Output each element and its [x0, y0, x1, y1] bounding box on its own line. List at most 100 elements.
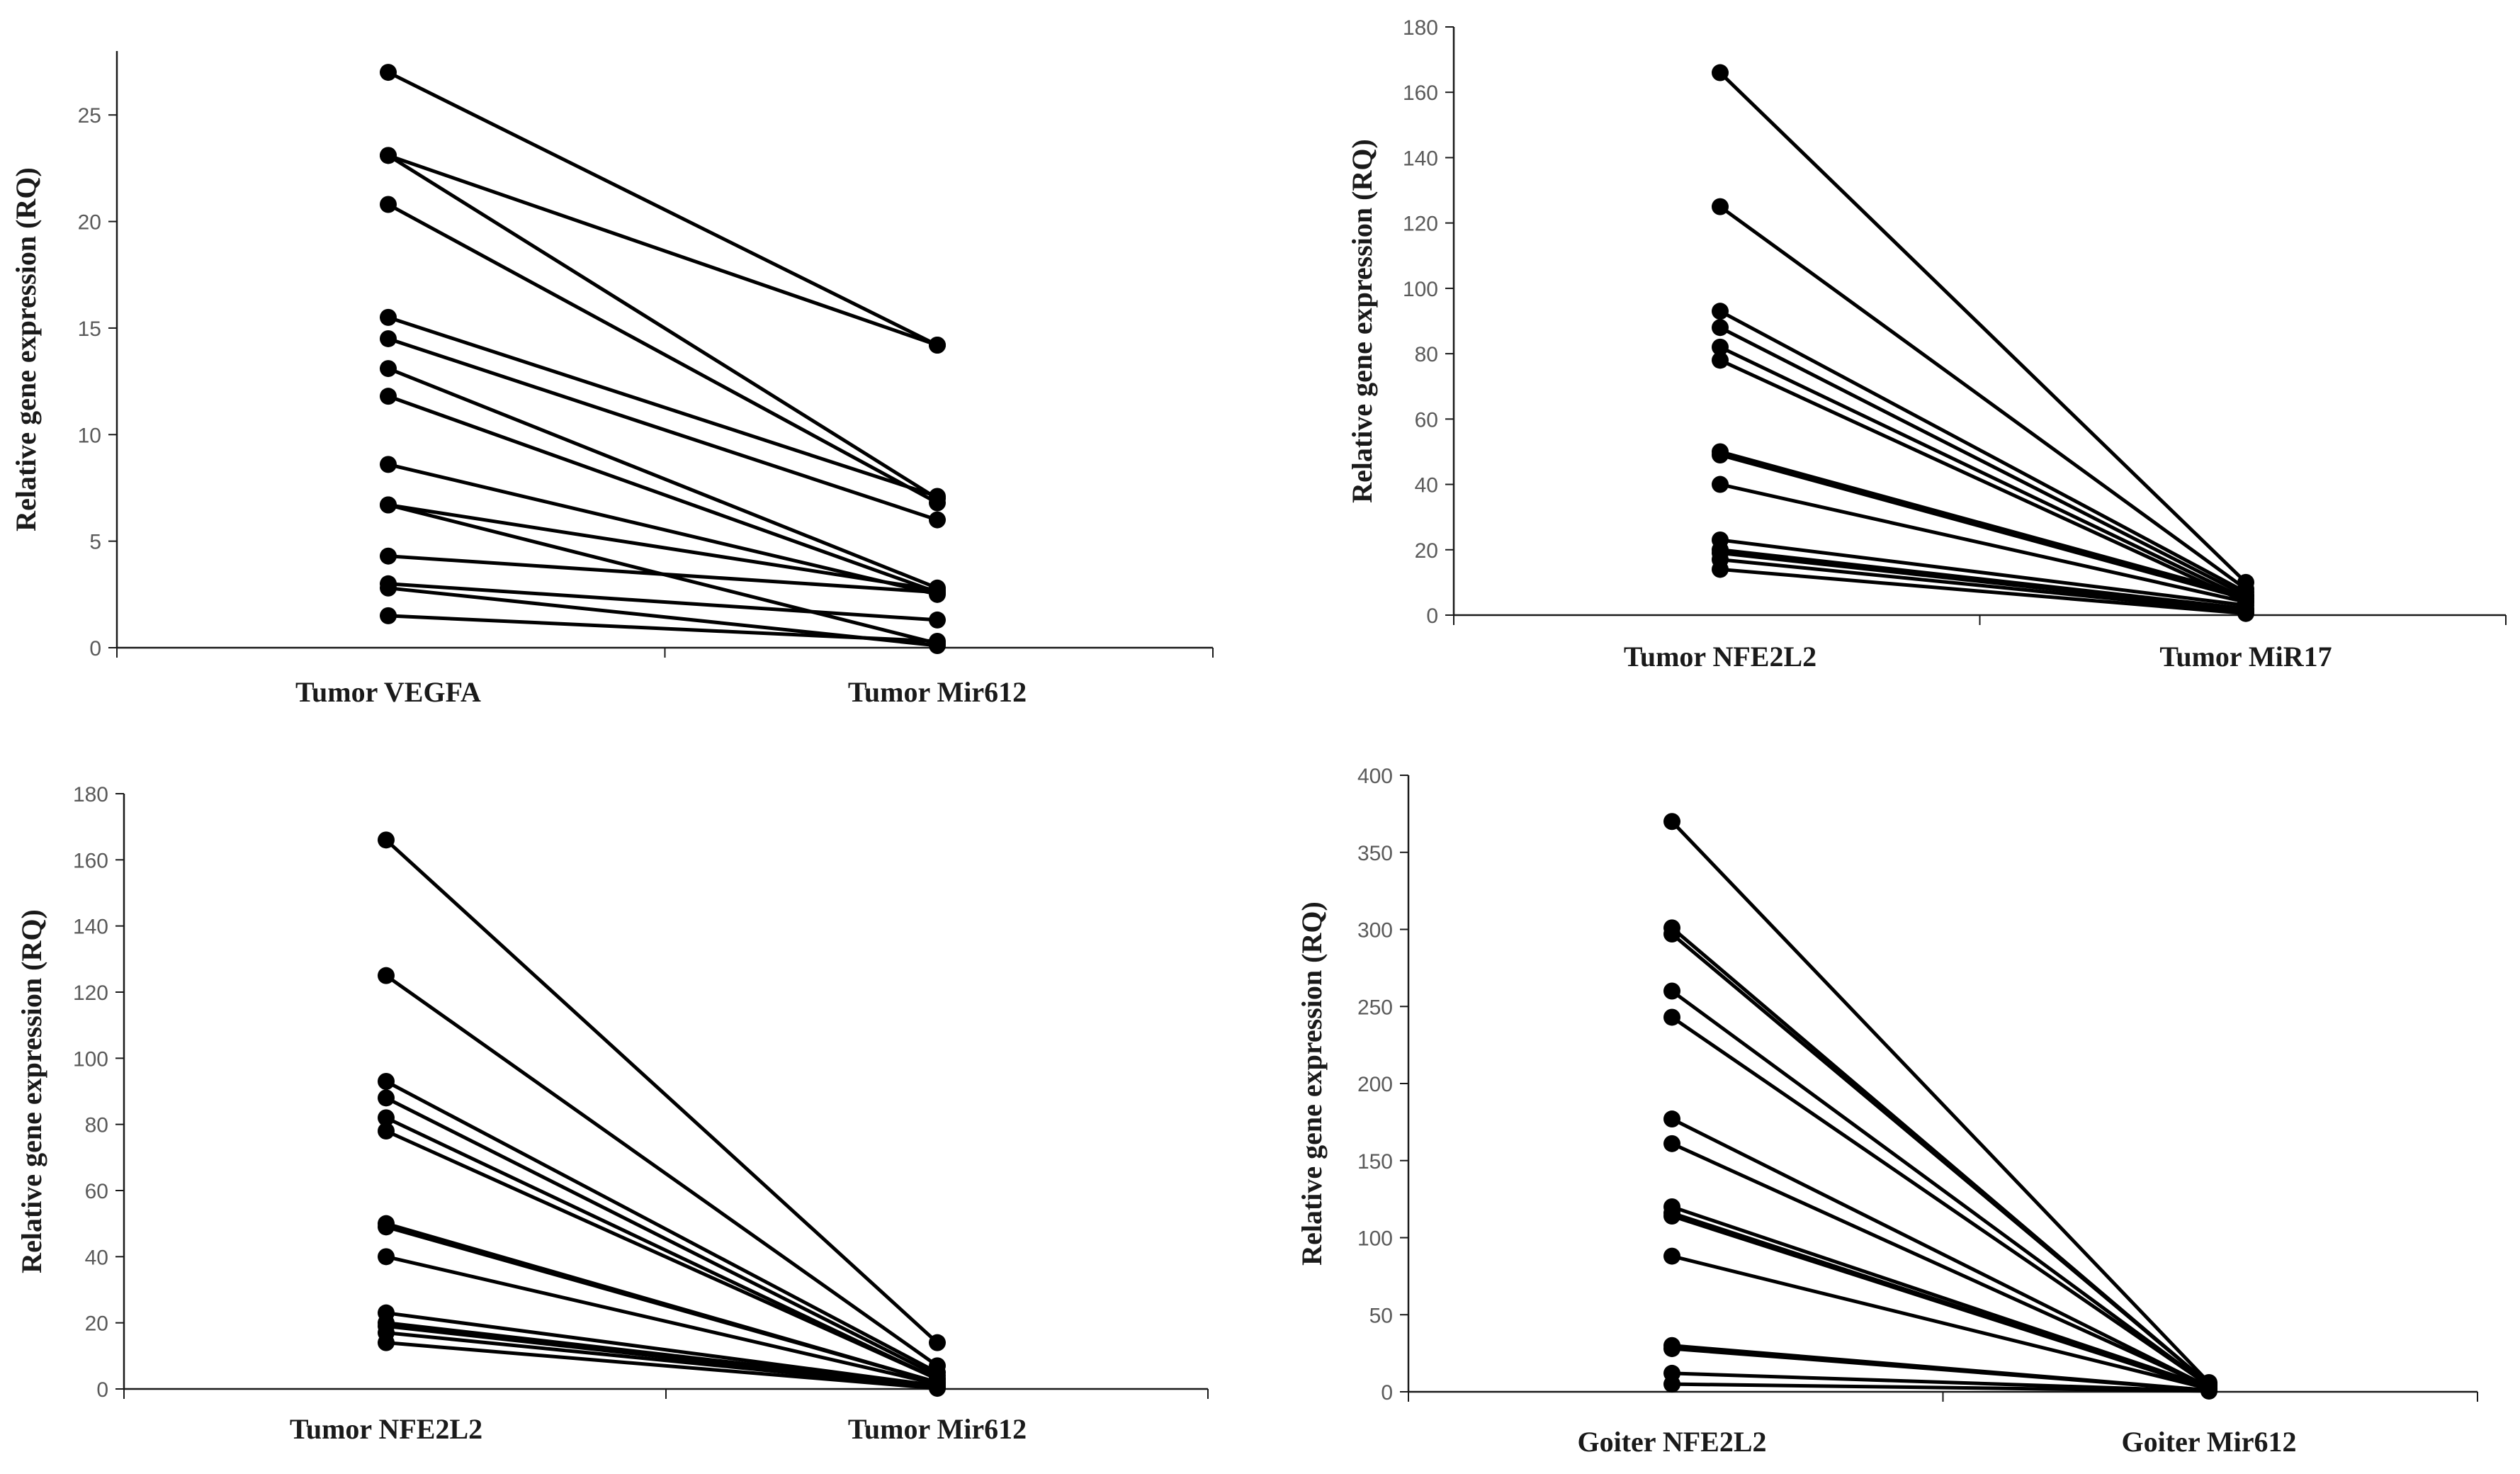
chart-3-y-tick-label: 100: [73, 1047, 108, 1071]
chart-4-y-tick-label: 250: [1357, 996, 1393, 1019]
chart-3-pair-line-5: [385, 1116, 939, 1381]
chart-1-pair-line-1: [387, 70, 939, 347]
chart-4-y-tick-label: 200: [1357, 1073, 1393, 1096]
chart-2-pair-line-1: [1719, 71, 2247, 584]
chart-2-category-label-2: Tumor MiR17: [2159, 641, 2332, 673]
chart-3-category-label-2: Tumor Mir612: [848, 1413, 1027, 1445]
chart-1-point-left-14: [380, 579, 397, 597]
chart-1-y-tick-label: 0: [89, 637, 101, 660]
chart-1-point-left-8: [380, 388, 397, 405]
chart-1-pair-line-6: [388, 337, 938, 522]
chart-4-pair-line-13: [1671, 1346, 2210, 1393]
chart-1-point-left-6: [380, 330, 397, 347]
chart-3-pair-line-3: [385, 1079, 939, 1374]
chart-1-point-left-9: [380, 456, 397, 473]
chart-1-point-left-4: [380, 196, 397, 213]
chart-3-pair-line-8: [385, 1225, 938, 1385]
chart-1-point-left-7: [380, 360, 397, 378]
chart-2-pair-line-3: [1719, 309, 2247, 594]
chart-1-point-right-15: [929, 632, 946, 650]
chart-4-point-left-6: [1663, 1110, 1680, 1128]
chart-2-pair-line-8: [1719, 453, 2247, 601]
chart-2-pair-line-2: [1719, 205, 2247, 591]
chart-1-y-tick-label: 15: [78, 317, 101, 341]
chart-3-pair-line-2: [385, 974, 939, 1368]
chart-3-y-tick-label: 140: [73, 916, 108, 939]
chart-1-y-axis-title: Relative gene expression (RQ): [10, 167, 42, 531]
chart-4-pair-line-3: [1671, 933, 2210, 1386]
chart-2-y-tick-label: 40: [1415, 474, 1438, 497]
chart-4-pair-line-5: [1671, 1016, 2210, 1388]
chart-4-point-left-7: [1663, 1135, 1680, 1152]
chart-4-point-left-5: [1663, 1008, 1680, 1026]
chart-2-y-tick-label: 140: [1403, 147, 1438, 170]
chart-2-point-left-3: [1712, 303, 1729, 320]
chart-3-y-tick-label: 80: [85, 1114, 108, 1137]
chart-2-y-tick-label: 100: [1403, 278, 1438, 301]
chart-1-category-label-1: Tumor VEGFA: [295, 676, 481, 708]
chart-2-pair-line-11: [1719, 548, 2247, 611]
chart-3-point-left-4: [378, 1089, 395, 1107]
chart-3-y-tick-label: 160: [73, 849, 108, 872]
chart-2-point-left-5: [1712, 338, 1729, 356]
chart-1-point-left-3: [380, 147, 397, 164]
chart-3-point-left-2: [378, 967, 395, 984]
chart-4-point-left-13: [1663, 1340, 1680, 1358]
chart-3-point-left-5: [378, 1109, 395, 1127]
chart-1-pair-line-10: [388, 503, 938, 592]
chart-4-y-tick-label: 0: [1381, 1381, 1393, 1405]
chart-4-point-left-4: [1663, 982, 1680, 1000]
chart-3-y-tick-label: 120: [73, 981, 108, 1005]
chart-2-category-label-1: Tumor NFE2L2: [1624, 641, 1816, 673]
chart-2-point-left-8: [1712, 446, 1729, 464]
chart-3-point-right-14: [929, 1380, 946, 1397]
chart-2-point-left-14: [1712, 561, 1729, 578]
chart-2-point-right-14: [2237, 604, 2254, 622]
chart-2-pair-line-12: [1719, 551, 2247, 612]
chart-4-category-label-1: Goiter NFE2L2: [1577, 1426, 1766, 1458]
chart-1-point-right-5: [929, 488, 946, 505]
chart-1-y-tick-label: 25: [78, 104, 101, 128]
chart-2-point-left-4: [1712, 319, 1729, 337]
chart-3-pair-line-14: [385, 1341, 938, 1390]
chart-3-pair-line-11: [385, 1321, 938, 1388]
chart-2-point-left-1: [1712, 64, 1729, 81]
chart-2-pair-line-4: [1719, 325, 2247, 597]
chart-2-pair-line-5: [1719, 345, 2247, 601]
chart-4-point-left-3: [1663, 926, 1680, 943]
chart-1-point-left-12: [380, 547, 397, 565]
chart-2-y-tick-label: 80: [1415, 343, 1438, 366]
chart-2-pair-line-6: [1719, 359, 2247, 604]
chart-4-pair-line-10: [1671, 1214, 2210, 1391]
chart-2-point-left-9: [1712, 476, 1729, 493]
chart-3-point-left-6: [378, 1123, 395, 1140]
chart-4-pair-line-15: [1671, 1382, 2210, 1393]
chart-4-y-axis-title: Relative gene expression (RQ): [1296, 901, 1328, 1266]
chart-1-point-left-5: [380, 308, 397, 326]
chart-3-y-tick-label: 40: [85, 1246, 108, 1269]
chart-1-pair-line-4: [387, 203, 939, 505]
chart-2-y-axis-title: Relative gene expression (RQ): [1346, 139, 1378, 503]
chart-2-y-tick-label: 20: [1415, 539, 1438, 563]
chart-2-y-tick-label: 60: [1415, 408, 1438, 432]
chart-4-y-tick-label: 100: [1357, 1227, 1393, 1251]
chart-2-pair-line-10: [1719, 538, 2247, 607]
chart-2-y-tick-label: 120: [1403, 213, 1438, 236]
chart-3-category-label-1: Tumor NFE2L2: [290, 1413, 482, 1445]
chart-1-pair-line-2: [388, 153, 938, 347]
chart-1-pair-line-15: [388, 614, 938, 643]
chart-1-y-tick-label: 10: [78, 424, 101, 447]
chart-2-pair-line-14: [1719, 567, 2247, 616]
chart-3-y-tick-label: 180: [73, 783, 108, 806]
chart-4-y-tick-label: 400: [1357, 765, 1393, 788]
chart-4-pair-line-1: [1671, 820, 2210, 1384]
chart-4-point-left-11: [1663, 1247, 1680, 1265]
chart-2-pair-line-9: [1719, 483, 2247, 604]
chart-3-pair-line-13: [385, 1331, 938, 1390]
chart-4-y-tick-label: 150: [1357, 1150, 1393, 1174]
chart-3-y-tick-label: 20: [85, 1312, 108, 1336]
chart-1-category-label-2: Tumor Mir612: [848, 676, 1027, 708]
chart-4-pair-line-4: [1671, 989, 2210, 1388]
chart-3-point-left-1: [378, 831, 395, 849]
chart-1-point-left-1: [380, 64, 397, 81]
